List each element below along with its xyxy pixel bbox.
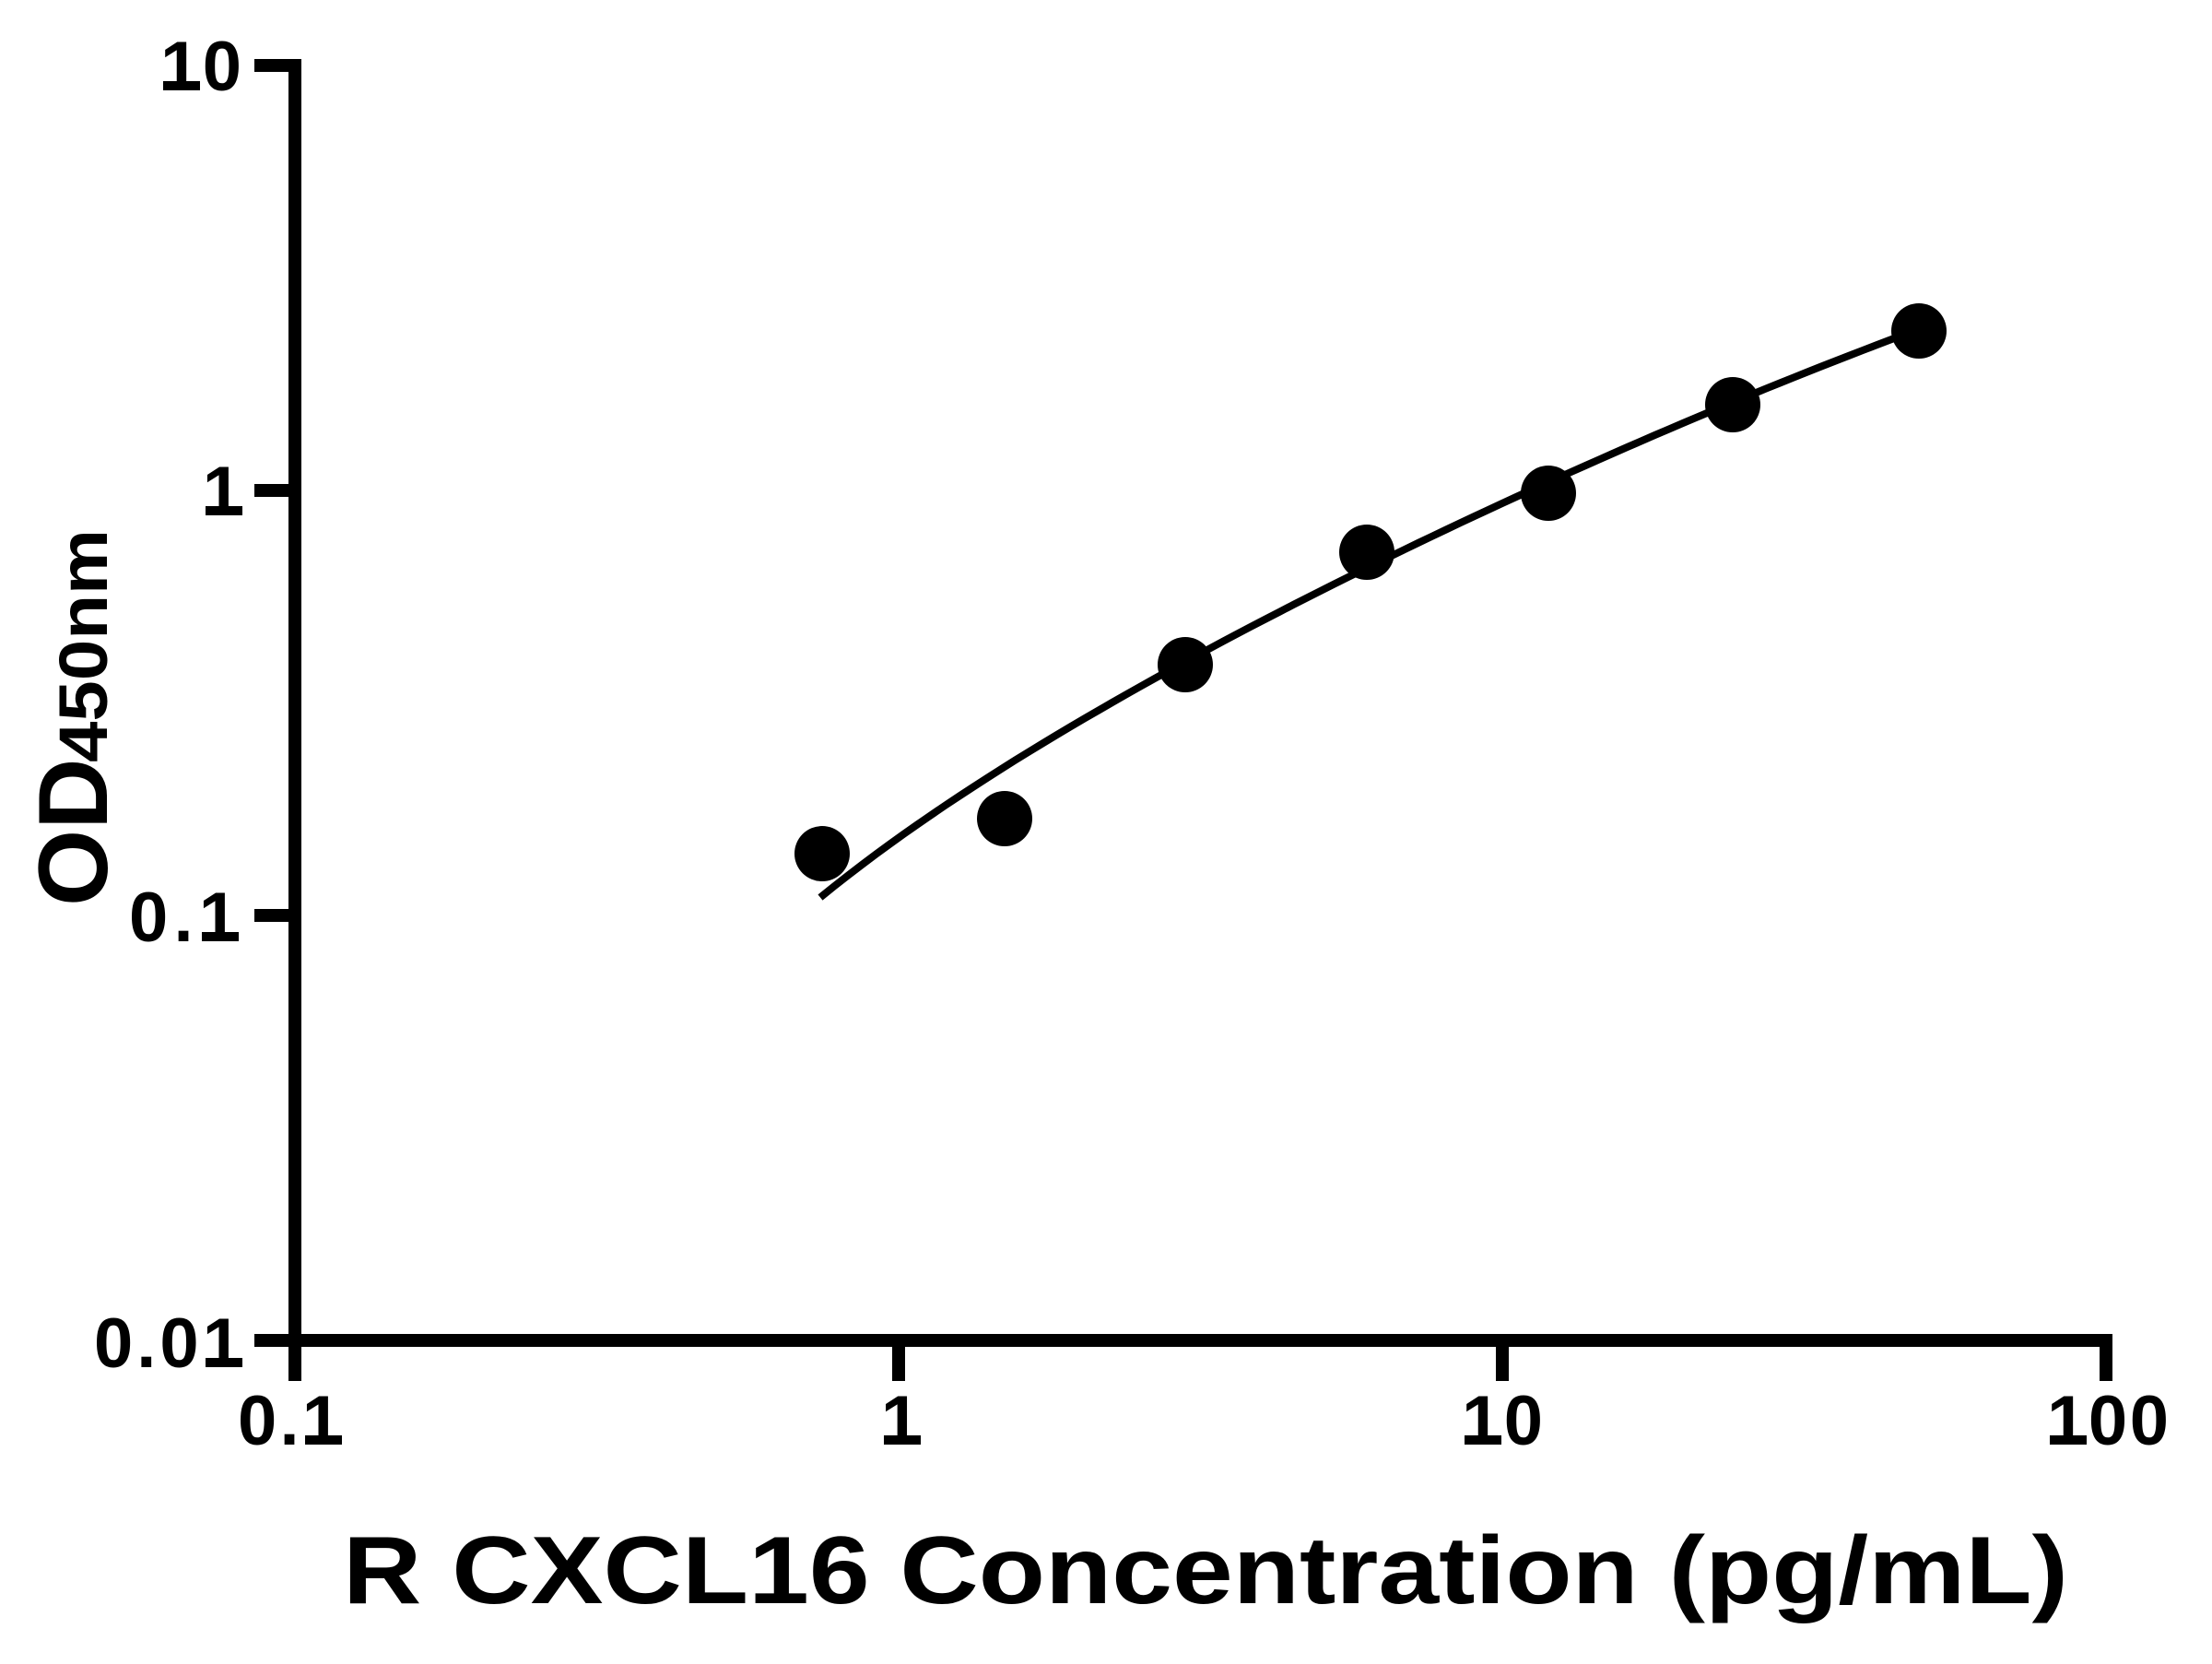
svg-text:1: 1	[203, 453, 241, 531]
svg-text:1: 1	[881, 1382, 920, 1460]
svg-text:100: 100	[2047, 1382, 2169, 1460]
svg-text:R CXCL16 Concentration (pg/mL): R CXCL16 Concentration (pg/mL)	[343, 1517, 2068, 1624]
svg-text:0.1: 0.1	[129, 879, 238, 957]
svg-text:0.1: 0.1	[238, 1382, 341, 1460]
svg-text:450nm: 450nm	[45, 529, 122, 762]
svg-text:OD: OD	[18, 759, 128, 907]
svg-text:0.01: 0.01	[94, 1304, 241, 1383]
